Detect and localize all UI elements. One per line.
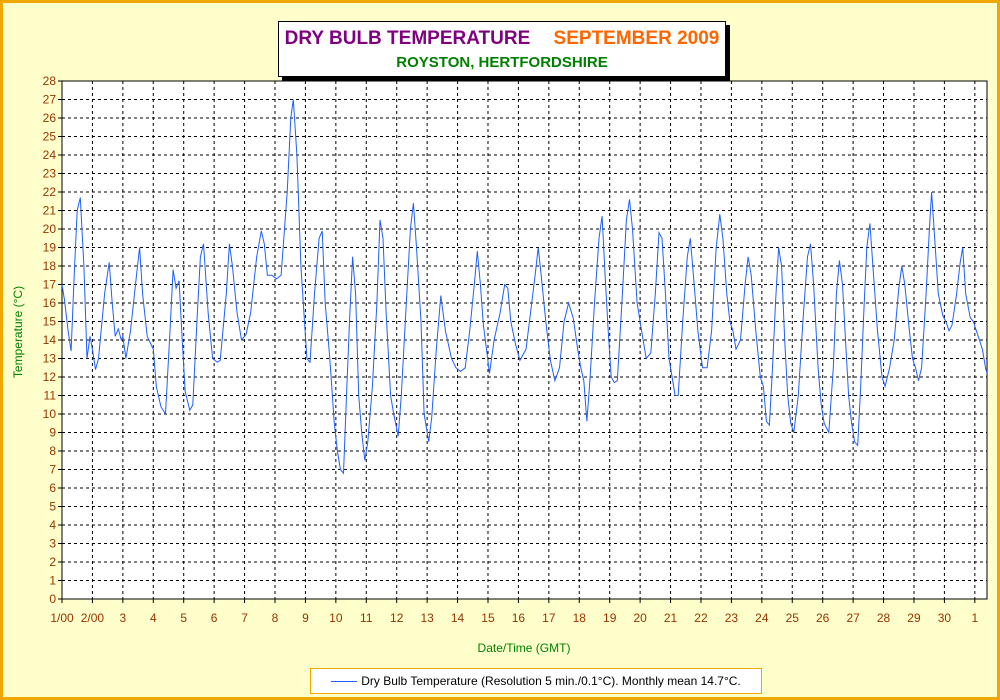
x-tick-label: 27: [846, 611, 860, 625]
x-tick-label: 21: [664, 611, 678, 625]
x-tick-label: 14: [451, 611, 465, 625]
legend: Dry Bulb Temperature (Resolution 5 min./…: [310, 668, 762, 694]
series-line: [61, 99, 988, 475]
x-tick-label: 28: [877, 611, 891, 625]
x-tick-label: 1: [971, 611, 978, 625]
x-tick-label: 10: [329, 611, 343, 625]
x-tick-label: 1/00: [50, 611, 74, 625]
x-tick-label: 6: [211, 611, 218, 625]
x-tick-label: 24: [755, 611, 769, 625]
x-tick-label: 23: [725, 611, 739, 625]
y-tick-label: 11: [44, 389, 57, 403]
legend-swatch: [331, 680, 358, 682]
y-tick-label: 19: [43, 241, 57, 255]
x-tick-label: 16: [512, 611, 526, 625]
x-tick-label: 7: [241, 611, 248, 625]
grid-lines: [62, 80, 987, 599]
x-tick-label: 12: [390, 611, 404, 625]
chart-title-date: SEPTEMBER 2009: [553, 28, 720, 49]
x-tick-label: 4: [150, 611, 157, 625]
y-tick-label: 1: [49, 574, 56, 588]
y-tick-labels: 0123456789101112131415161718192021222324…: [43, 74, 57, 606]
y-tick-label: 0: [49, 592, 56, 606]
y-axis-title: Temperature (°C): [11, 286, 25, 378]
chart-title: DRY BULB TEMPERATURE: [284, 28, 531, 49]
x-axis-title: Date/Time (GMT): [478, 641, 571, 655]
y-tick-label: 6: [49, 481, 56, 495]
y-tick-label: 28: [43, 74, 57, 88]
x-tick-label: 13: [420, 611, 434, 625]
axes: [58, 80, 988, 603]
x-tick-label: 3: [120, 611, 127, 625]
x-tick-label: 19: [603, 611, 617, 625]
y-tick-label: 12: [43, 370, 57, 384]
x-tick-label: 25: [786, 611, 800, 625]
x-tick-label: 17: [542, 611, 556, 625]
x-tick-label: 26: [816, 611, 830, 625]
y-tick-label: 25: [43, 130, 57, 144]
x-tick-label: 20: [633, 611, 647, 625]
x-tick-label: 8: [272, 611, 279, 625]
y-tick-label: 10: [43, 407, 57, 421]
x-tick-label: 9: [302, 611, 309, 625]
x-tick-label: 22: [694, 611, 708, 625]
x-tick-label: 18: [573, 611, 587, 625]
y-tick-label: 16: [43, 296, 57, 310]
y-tick-label: 22: [43, 185, 57, 199]
y-tick-label: 13: [43, 352, 57, 366]
legend-label: Dry Bulb Temperature (Resolution 5 min./…: [361, 674, 741, 688]
plot-border: [61, 80, 988, 600]
title-box: DRY BULB TEMPERATURE SEPTEMBER 2009 ROYS…: [278, 21, 726, 77]
y-tick-label: 24: [43, 148, 57, 162]
y-tick-label: 4: [49, 518, 56, 532]
y-tick-label: 2: [49, 555, 56, 569]
y-tick-label: 26: [43, 111, 57, 125]
title-line: DRY BULB TEMPERATURE SEPTEMBER 2009: [279, 28, 725, 50]
y-tick-label: 18: [43, 259, 57, 273]
x-tick-label: 11: [360, 611, 373, 625]
x-tick-label: 30: [938, 611, 952, 625]
x-tick-label: 2/00: [81, 611, 105, 625]
y-tick-label: 8: [49, 444, 56, 458]
y-tick-label: 21: [43, 204, 57, 218]
y-tick-label: 23: [43, 167, 57, 181]
y-tick-label: 17: [43, 278, 57, 292]
y-tick-label: 3: [49, 537, 56, 551]
y-tick-label: 27: [43, 93, 57, 107]
x-tick-label: 29: [907, 611, 921, 625]
y-tick-label: 5: [49, 500, 56, 514]
y-tick-label: 7: [49, 463, 56, 477]
y-tick-label: 9: [49, 426, 56, 440]
chart-subtitle: ROYSTON, HERTFORDSHIRE: [396, 54, 608, 71]
x-tick-label: 15: [481, 611, 495, 625]
y-tick-label: 14: [43, 333, 57, 347]
x-tick-labels: 1/00 2/00 3 4 5 6 7 8 9 10 11 12 13 14 15 16 17 18 19 20 21 2…: [50, 611, 978, 625]
y-tick-label: 20: [43, 222, 57, 236]
x-tick-label: 5: [180, 611, 187, 625]
y-tick-label: 15: [43, 315, 57, 329]
